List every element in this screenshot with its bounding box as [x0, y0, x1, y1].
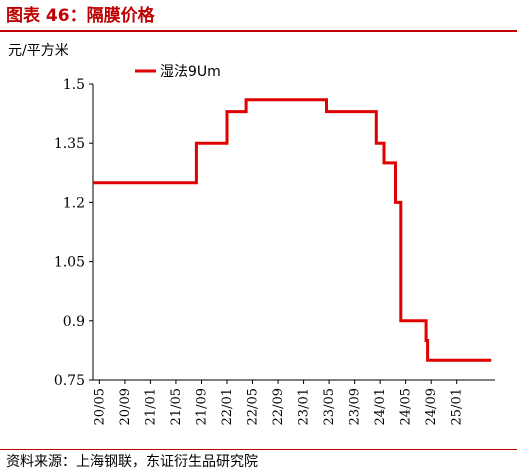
x-tick-label: 22/05 — [245, 388, 260, 425]
x-tick-label: 22/09 — [271, 388, 286, 425]
x-tick-label: 24/05 — [399, 388, 414, 425]
x-tick-label: 23/01 — [297, 388, 312, 425]
legend-label: 湿法9Um — [160, 64, 221, 80]
source-rule — [0, 449, 517, 450]
x-tick-label: 25/01 — [450, 388, 465, 425]
y-tick-label: 0.75 — [54, 373, 85, 389]
x-tick-label: 20/09 — [118, 388, 133, 425]
legend: 湿法9Um — [135, 64, 221, 80]
x-tick-label: 24/09 — [424, 388, 439, 425]
series-line — [93, 98, 492, 362]
x-ticks: 20/05 20/09 21/01 21/05 21/09 22/01 22/05 22/09… — [92, 380, 465, 425]
x-tick-label: 22/01 — [220, 388, 235, 425]
x-tick-label: 21/05 — [169, 388, 184, 425]
x-tick-label: 23/05 — [322, 388, 337, 425]
y-tick-label: 0.9 — [63, 314, 85, 330]
source-note: 资料来源：上海钢联，东证衍生品研究院 — [6, 454, 258, 470]
series-group — [93, 98, 492, 362]
x-tick-label: 21/01 — [143, 388, 158, 425]
x-tick-label: 20/05 — [92, 388, 107, 425]
y-ticks: 1.5 1.35 1.2 1.05 0.9 0.75 — [54, 77, 93, 389]
figure-title: 图表 46：隔膜价格 — [6, 6, 155, 26]
x-tick-label: 24/01 — [373, 388, 388, 425]
x-tick-label: 23/09 — [348, 388, 363, 425]
x-tick-label: 21/09 — [195, 388, 210, 425]
y-tick-label: 1.5 — [63, 77, 85, 93]
y-tick-label: 1.35 — [54, 136, 85, 152]
title-rule — [0, 30, 517, 32]
y-tick-label: 1.05 — [54, 255, 85, 271]
y-tick-label: 1.2 — [63, 195, 85, 211]
unit-label: 元/平方米 — [8, 43, 69, 59]
